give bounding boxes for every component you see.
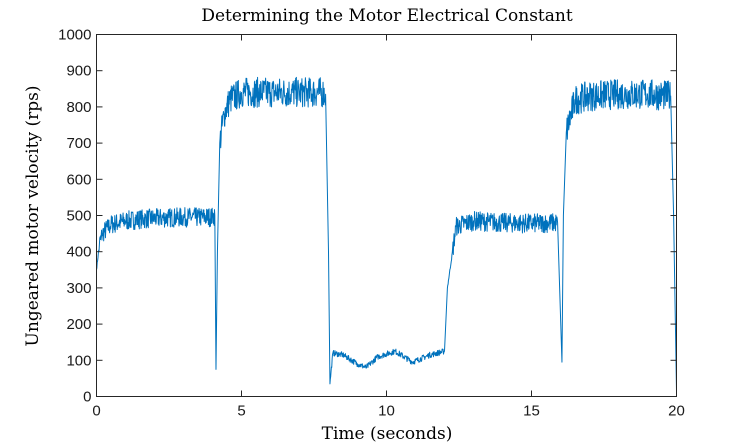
y-tick-label: 200 <box>66 316 91 333</box>
y-tick-label: 400 <box>66 244 91 261</box>
y-tick-label: 900 <box>66 63 91 80</box>
y-tick-label: 0 <box>83 389 91 406</box>
y-axis-label: Ungeared motor velocity (rps) <box>23 86 43 347</box>
velocity-series-line <box>96 76 677 392</box>
y-tick-label: 600 <box>66 171 91 188</box>
y-tick-label: 500 <box>66 208 91 225</box>
y-tick-label: 1000 <box>58 27 91 44</box>
y-tick-label: 100 <box>66 352 91 369</box>
x-tick-label: 15 <box>523 403 540 420</box>
x-tick-label: 5 <box>237 403 245 420</box>
x-axis-label: Time (seconds) <box>322 424 453 444</box>
y-tick-label: 800 <box>66 99 91 116</box>
x-tick-label: 20 <box>668 403 685 420</box>
y-tick-label: 700 <box>66 135 91 152</box>
x-tick-label: 0 <box>92 403 100 420</box>
axes-box <box>96 34 677 397</box>
y-tick-label: 300 <box>66 280 91 297</box>
plot-area <box>96 76 677 392</box>
x-tick-label: 10 <box>378 403 395 420</box>
chart-title: Determining the Motor Electrical Constan… <box>201 6 573 26</box>
